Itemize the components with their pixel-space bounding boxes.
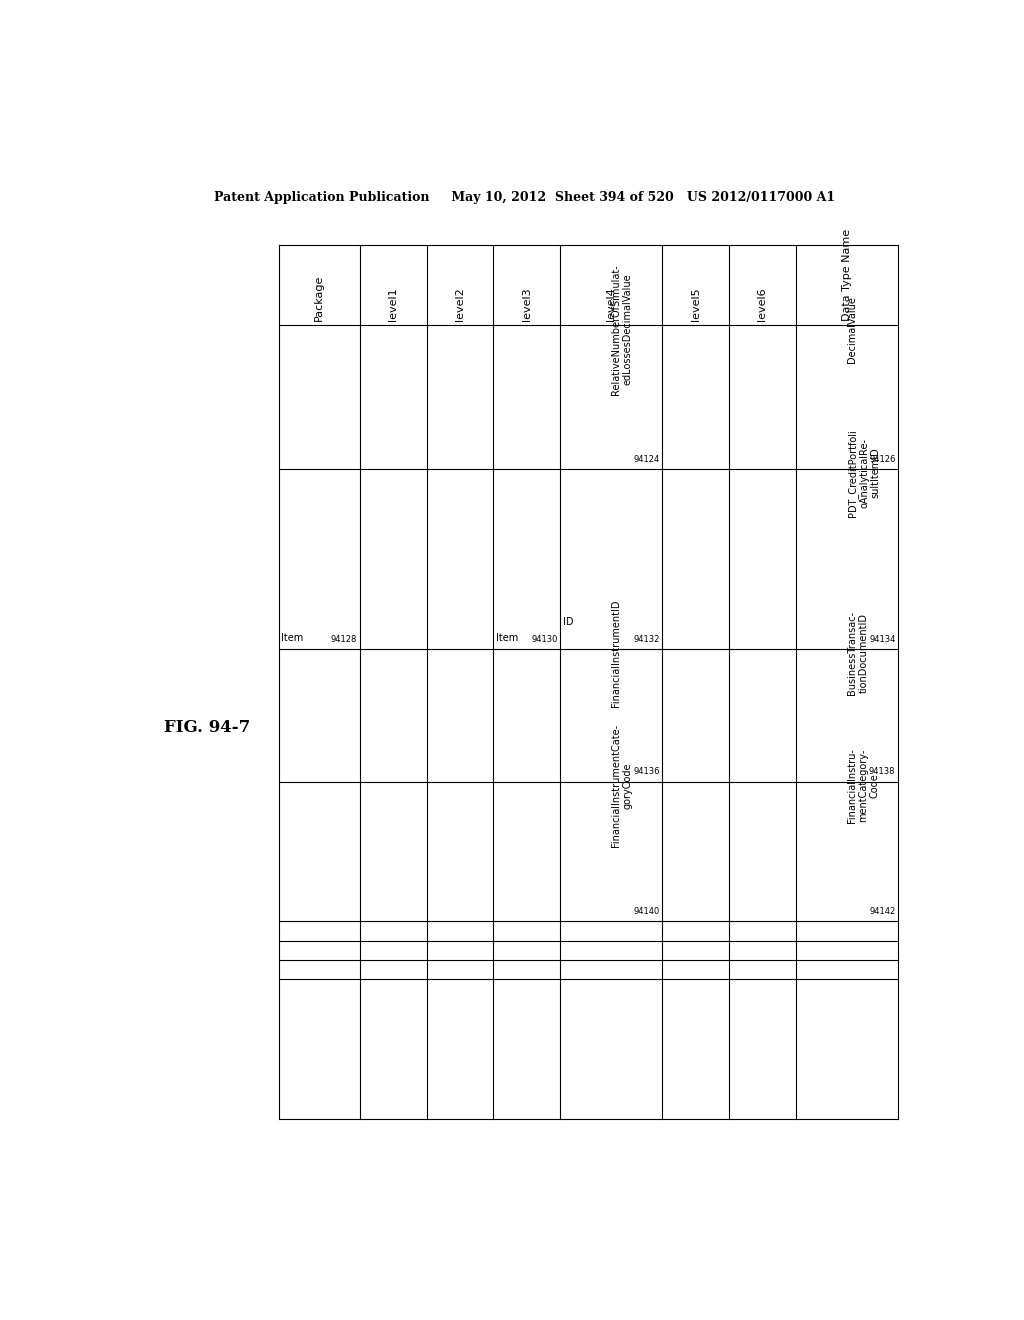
Text: 94132: 94132 — [634, 635, 659, 644]
Text: 94138: 94138 — [869, 767, 895, 776]
Text: level5: level5 — [690, 288, 700, 321]
Text: FinancialInstrumentCate-
goryCode: FinancialInstrumentCate- goryCode — [611, 725, 633, 847]
Text: DecimalValue: DecimalValue — [847, 296, 857, 363]
Text: 94128: 94128 — [331, 635, 357, 644]
Text: FinancialInstrumentID: FinancialInstrumentID — [611, 599, 622, 708]
Text: ID: ID — [562, 616, 573, 627]
Text: Data Type Name: Data Type Name — [842, 230, 852, 321]
Text: 94140: 94140 — [634, 907, 659, 916]
Text: level4: level4 — [606, 288, 616, 321]
Text: FinancialInstru-
mentCategory-
Code: FinancialInstru- mentCategory- Code — [847, 748, 880, 824]
Text: BusinessTransac-
tionDocumentID: BusinessTransac- tionDocumentID — [847, 611, 868, 696]
Text: FIG. 94-7: FIG. 94-7 — [164, 719, 251, 737]
Text: level2: level2 — [455, 288, 465, 321]
Text: Package: Package — [314, 275, 325, 321]
Text: 94134: 94134 — [869, 635, 895, 644]
Text: Patent Application Publication     May 10, 2012  Sheet 394 of 520   US 2012/0117: Patent Application Publication May 10, 2… — [214, 190, 836, 203]
Text: 94136: 94136 — [633, 767, 659, 776]
Text: Item: Item — [282, 634, 303, 643]
Text: 94142: 94142 — [869, 907, 895, 916]
Text: 94126: 94126 — [869, 454, 895, 463]
Text: 94124: 94124 — [634, 454, 659, 463]
Text: RelativeNumberOfSimulat-
edLossesDecimalValue: RelativeNumberOfSimulat- edLossesDecimal… — [611, 264, 633, 395]
Text: PDT_CreditPortfoli
oAnalyticalRe-
sultItemID: PDT_CreditPortfoli oAnalyticalRe- sultIt… — [847, 429, 881, 516]
Text: level6: level6 — [758, 288, 767, 321]
Text: Item: Item — [496, 634, 518, 643]
Text: level3: level3 — [522, 288, 531, 321]
Text: 94130: 94130 — [531, 635, 558, 644]
Text: level1: level1 — [388, 288, 398, 321]
